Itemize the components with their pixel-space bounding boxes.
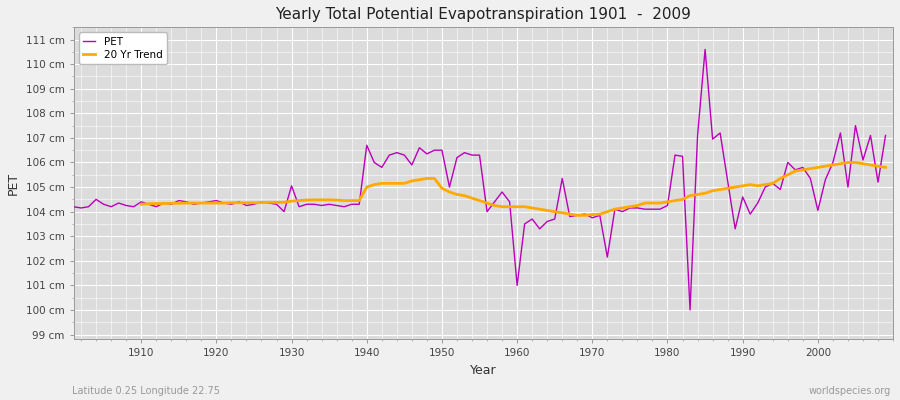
20 Yr Trend [519,204,530,209]
Line: PET: PET [74,50,886,310]
Line: 20 Yr Trend: 20 Yr Trend [141,162,886,215]
X-axis label: Year: Year [470,364,497,377]
PET [504,200,515,204]
PET [699,47,710,52]
20 Yr Trend [827,162,838,167]
PET [602,255,613,260]
PET [129,204,140,209]
PET [293,204,304,209]
20 Yr Trend [842,160,853,165]
Text: worldspecies.org: worldspecies.org [809,386,891,396]
Text: Latitude 0.25 Longitude 22.75: Latitude 0.25 Longitude 22.75 [72,386,220,396]
20 Yr Trend [309,198,320,202]
20 Yr Trend [587,212,598,217]
PET [338,204,349,209]
20 Yr Trend [572,213,582,218]
PET [68,204,79,209]
Title: Yearly Total Potential Evapotranspiration 1901  -  2009: Yearly Total Potential Evapotranspiratio… [275,7,691,22]
20 Yr Trend [136,202,147,207]
20 Yr Trend [279,200,290,205]
PET [880,133,891,138]
20 Yr Trend [858,161,868,166]
Y-axis label: PET: PET [7,172,20,195]
Legend: PET, 20 Yr Trend: PET, 20 Yr Trend [78,32,166,64]
PET [685,308,696,312]
PET [512,283,523,288]
20 Yr Trend [880,165,891,170]
